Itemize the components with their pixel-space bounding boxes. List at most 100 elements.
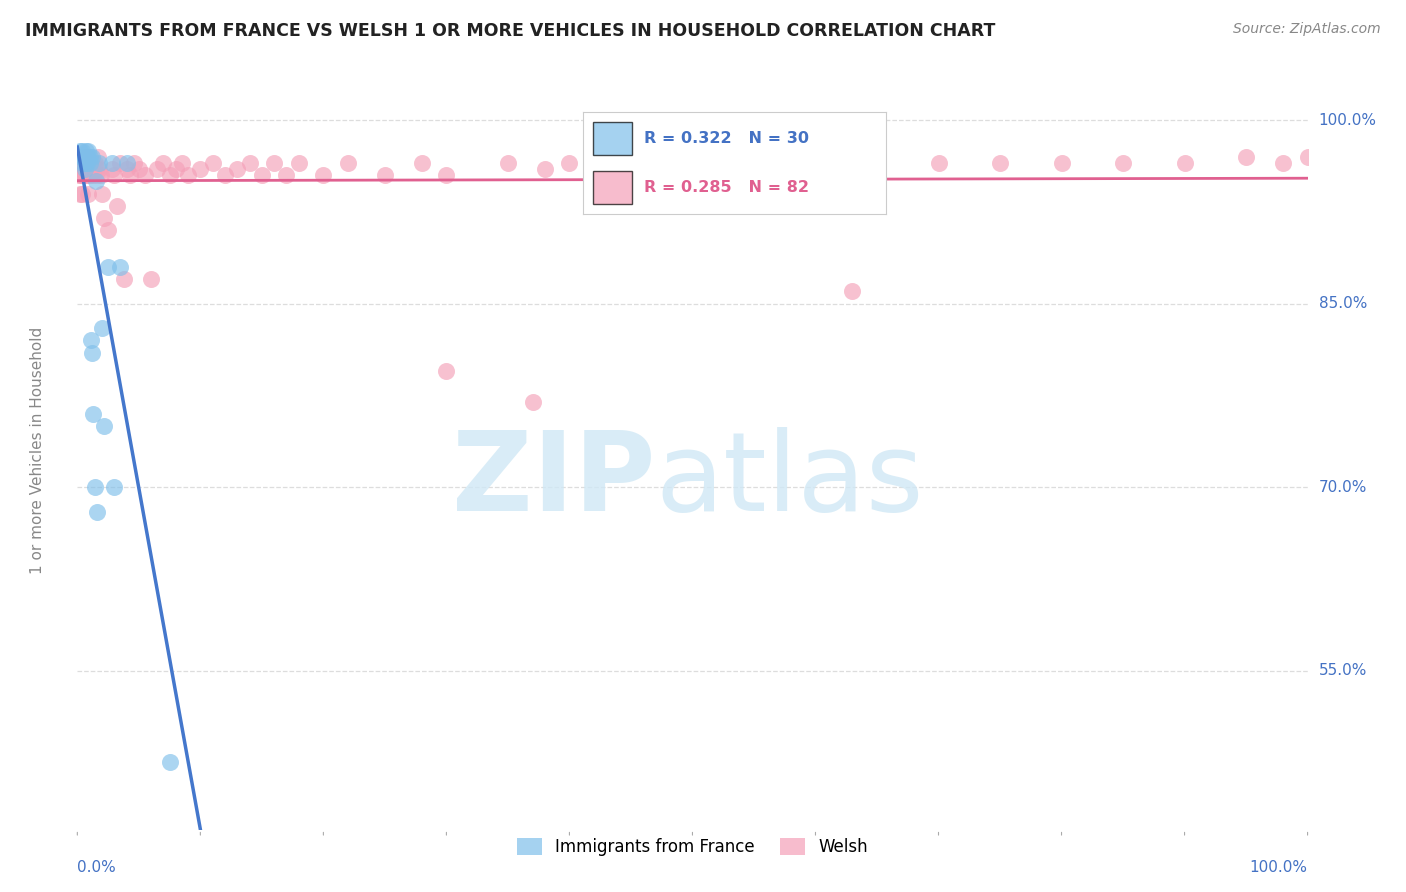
Point [496,156,519,170]
Text: R = 0.322   N = 30: R = 0.322 N = 30 [644,130,808,145]
Point [69,144,91,158]
Text: Source: ZipAtlas.com: Source: ZipAtlas.com [1233,22,1381,37]
Point [312,169,335,183]
Point [1296,150,1319,164]
Point [146,162,169,177]
Point [82,162,104,177]
Point [103,169,125,183]
Point [73,162,96,177]
Point [436,169,458,183]
Text: R = 0.285   N = 82: R = 0.285 N = 82 [644,180,808,195]
Point [866,156,889,170]
Point [188,162,212,177]
Point [583,162,606,177]
Point [239,156,262,170]
Point [103,480,125,494]
Point [80,334,103,348]
Legend: Immigrants from France, Welsh: Immigrants from France, Welsh [510,831,875,863]
Point [110,156,132,170]
Point [165,162,187,177]
Point [159,756,181,770]
FancyBboxPatch shape [592,171,631,204]
Point [115,156,138,170]
Point [80,156,103,170]
Point [152,156,174,170]
Point [72,156,94,170]
Point [411,156,433,170]
Point [86,169,108,183]
Point [87,150,110,164]
Point [105,199,128,213]
Point [742,156,765,170]
Point [84,162,107,177]
Point [250,169,273,183]
Text: 100.0%: 100.0% [1250,860,1308,875]
Point [69,186,91,201]
Point [128,162,150,177]
Point [70,186,93,201]
Point [83,480,105,494]
Text: IMMIGRANTS FROM FRANCE VS WELSH 1 OR MORE VEHICLES IN HOUSEHOLD CORRELATION CHAR: IMMIGRANTS FROM FRANCE VS WELSH 1 OR MOR… [25,22,995,40]
Text: 100.0%: 100.0% [1319,112,1376,128]
Point [804,156,827,170]
Point [110,260,132,274]
Point [928,156,950,170]
Point [1112,156,1135,170]
Point [77,156,100,170]
Point [76,156,98,170]
Point [69,156,91,170]
Point [288,156,311,170]
Point [70,150,93,164]
Point [534,162,557,177]
Point [79,162,101,177]
FancyBboxPatch shape [592,122,631,154]
Point [522,394,544,409]
Point [201,156,224,170]
Point [558,156,581,170]
Point [76,169,98,183]
Point [1272,156,1295,170]
Point [76,150,98,164]
Point [841,285,863,299]
Text: ZIP: ZIP [453,427,655,534]
Point [122,156,145,170]
Point [97,260,120,274]
Point [70,156,93,170]
Point [337,156,360,170]
Text: 1 or more Vehicles in Household: 1 or more Vehicles in Household [31,326,45,574]
Point [67,169,90,183]
Point [82,407,104,421]
Point [120,169,142,183]
Text: 70.0%: 70.0% [1319,480,1367,495]
Text: 55.0%: 55.0% [1319,663,1367,678]
Point [79,169,101,183]
Point [79,150,101,164]
Point [177,169,200,183]
Point [682,156,704,170]
Point [82,345,104,359]
Point [115,162,138,177]
Point [70,144,93,158]
Point [1234,150,1257,164]
Point [276,169,298,183]
Point [76,150,98,164]
Point [82,150,104,164]
Point [70,162,93,177]
Point [75,144,97,158]
Point [72,169,94,183]
Point [82,169,104,183]
Point [86,505,108,519]
Point [101,156,124,170]
Point [988,156,1011,170]
Point [112,272,135,286]
Text: atlas: atlas [655,427,924,534]
Point [83,156,105,170]
Point [263,156,285,170]
Point [89,156,111,170]
Point [90,186,114,201]
Text: 0.0%: 0.0% [77,860,117,875]
Point [84,174,107,188]
Text: 85.0%: 85.0% [1319,296,1367,311]
Point [73,162,96,177]
Point [72,150,94,164]
